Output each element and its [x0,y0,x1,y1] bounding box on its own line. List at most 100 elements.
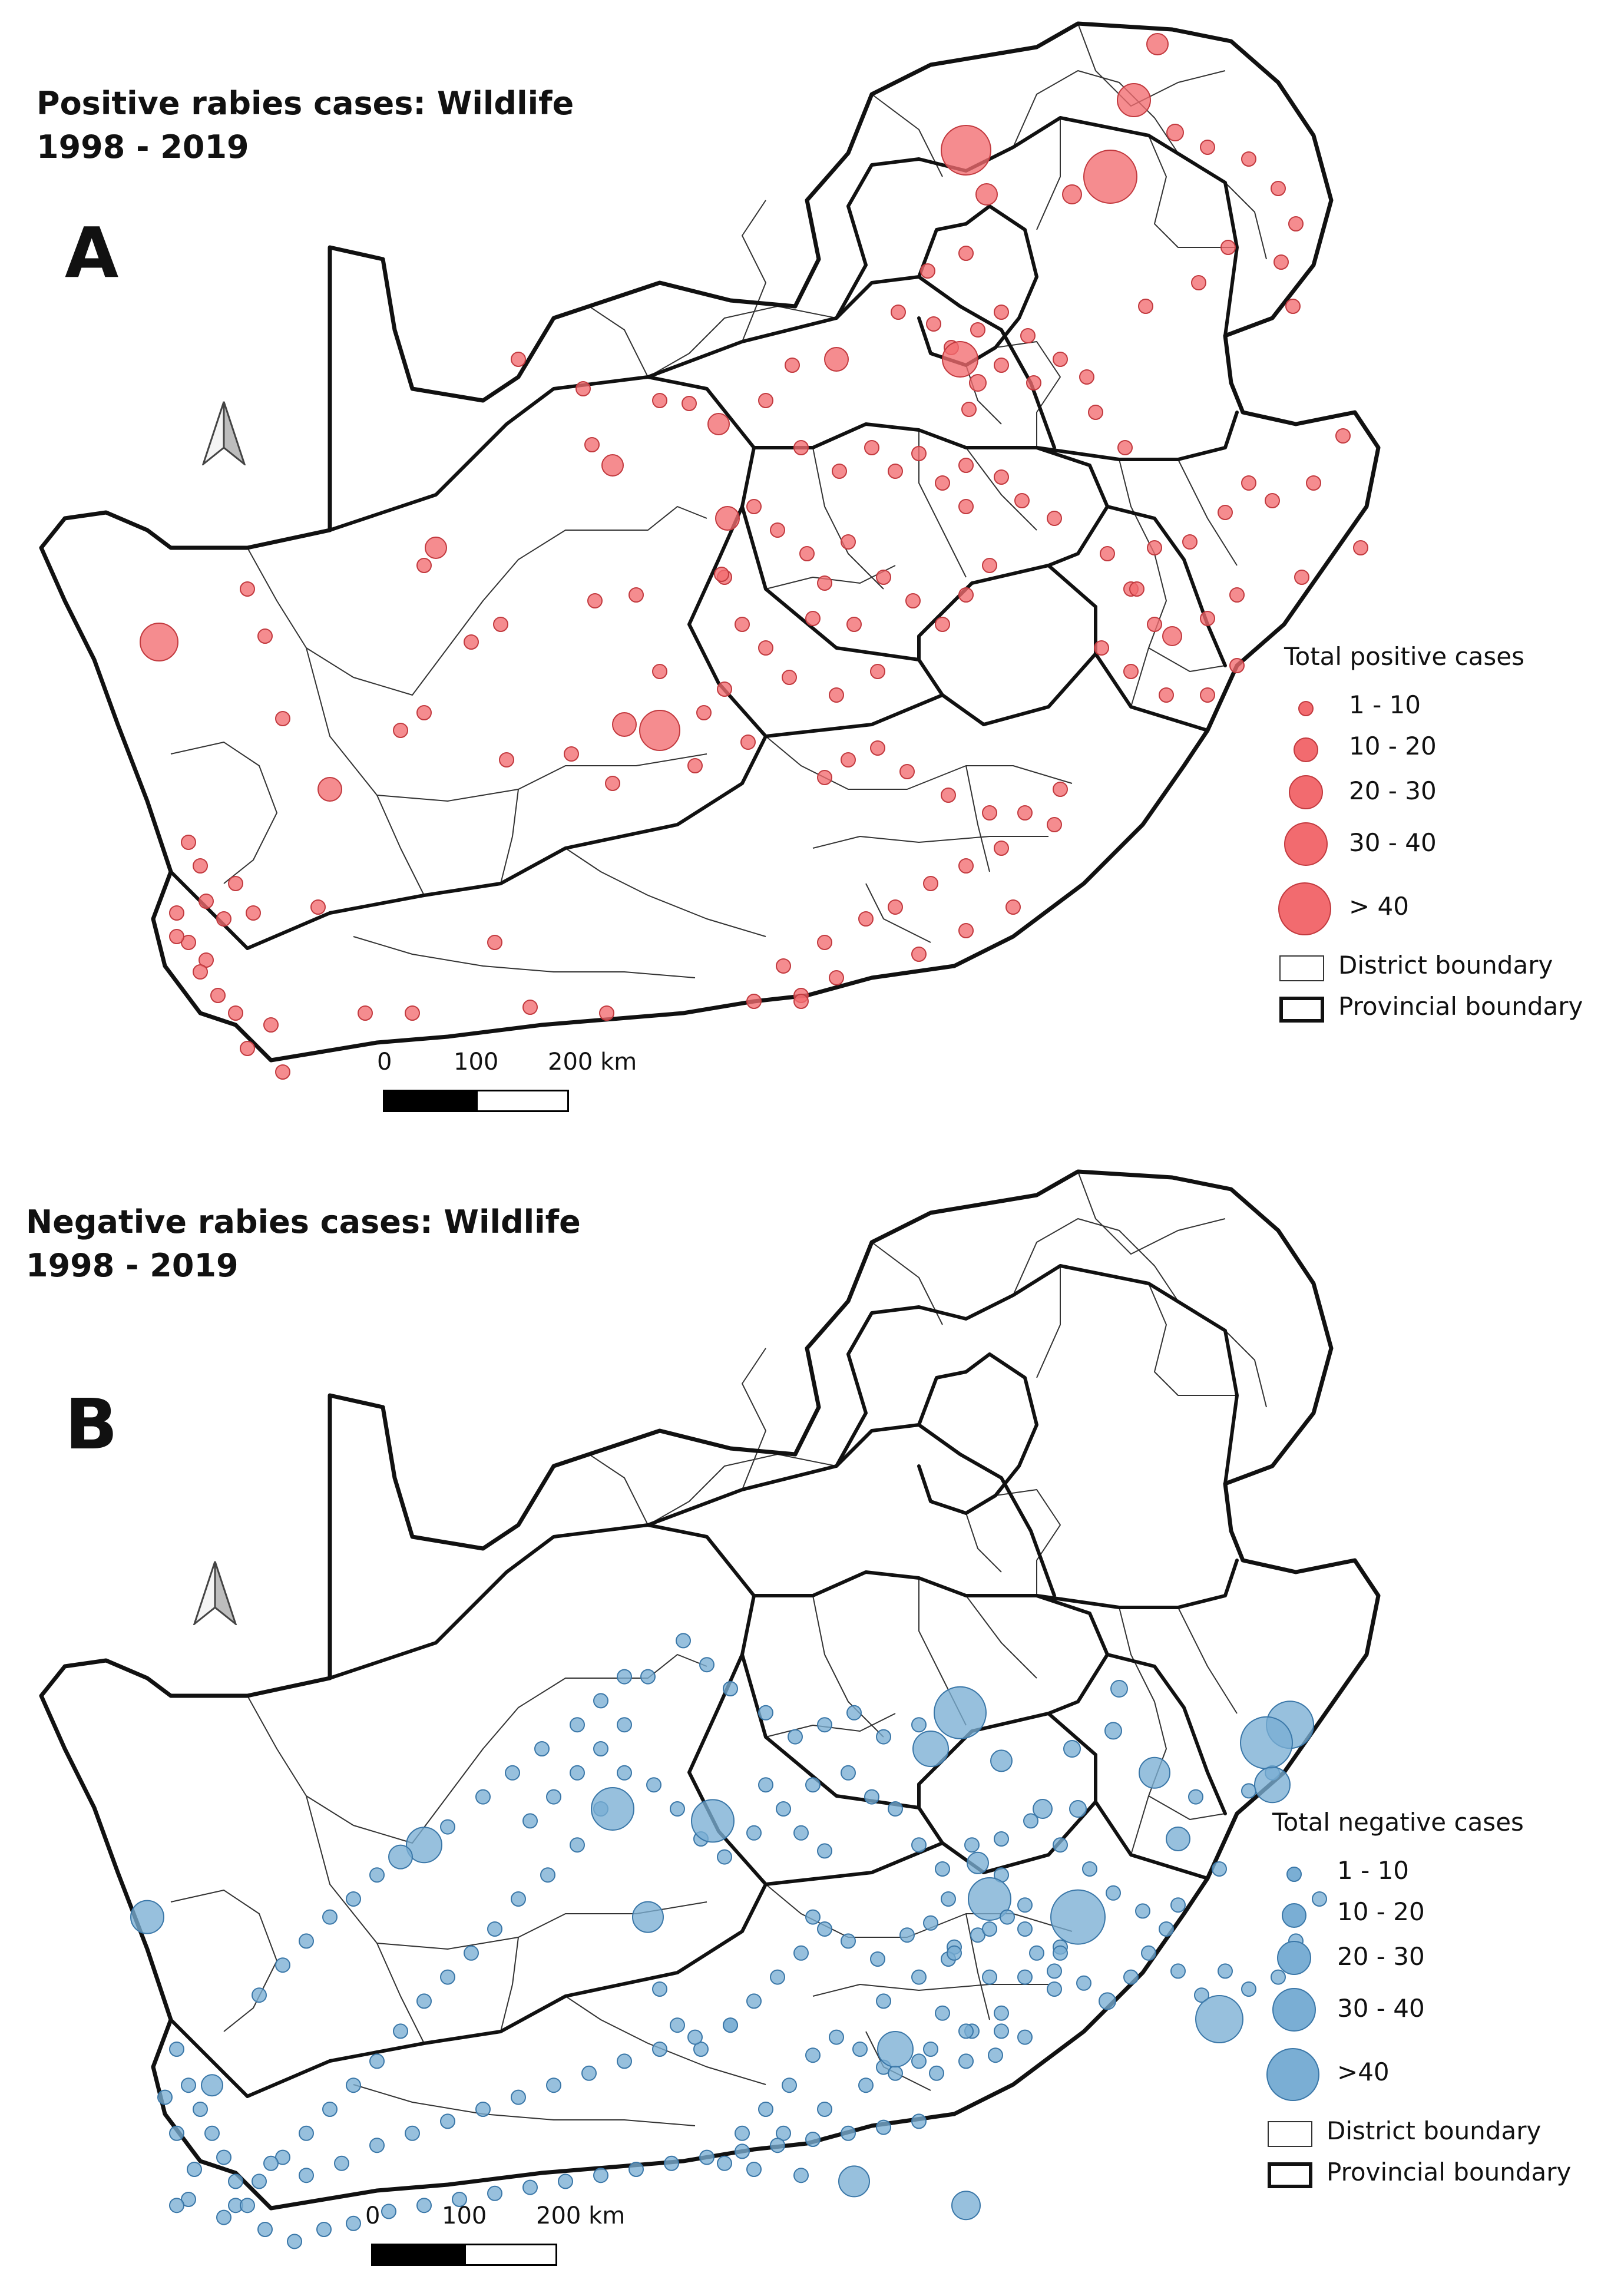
case-point [570,1765,585,1781]
case-point [958,2023,974,2039]
case-point [994,841,1009,856]
legend-provincial-boundary: Provincial boundary [1279,990,1601,1025]
case-point [829,970,844,985]
country-outline [39,1169,1381,2211]
case-point [1273,254,1289,270]
case-point [193,858,208,874]
case-point [1053,1837,1068,1853]
case-point [888,1801,903,1817]
size-symbol [1282,1903,1306,1928]
case-point [723,2017,738,2033]
district-boundary [995,1489,1061,1596]
case-point [746,1825,762,1841]
map-positive [39,21,1381,1080]
case-point [1312,1891,1327,1907]
district-boundary [1148,135,1237,248]
case-point [864,1789,879,1805]
case-point [605,776,620,791]
case-point [629,2162,644,2177]
case-point [994,1831,1009,1847]
panel-negative: Negative rabies cases: Wildlife 1998 - 2… [0,1148,1601,2296]
case-point [369,2138,385,2153]
district-boundary [1177,1607,1238,1714]
case-point [958,858,974,874]
district-boundary [965,447,1037,531]
provincial-boundary [835,1264,1239,1486]
case-point [346,1891,361,1907]
case-point [824,347,849,372]
legend-item: 30 - 40 [1266,822,1596,869]
case-point [475,2102,491,2117]
case-point [275,1064,290,1080]
case-point [275,711,290,726]
case-point [929,2065,944,2081]
case-point [691,1799,735,1843]
case-point [911,947,927,962]
scale-segment-black [371,2244,467,2266]
case-point [1254,1766,1291,1804]
case-point [564,746,579,762]
case-point [1017,2029,1033,2045]
case-point [1195,1995,1243,2043]
legend-provincial-boundary: Provincial boundary [1268,2155,1597,2191]
district-boundary-swatch [1279,955,1324,981]
case-point [888,2065,903,2081]
case-point [1212,1861,1227,1877]
case-point [511,352,526,367]
district-boundary [1119,459,1167,707]
case-point [346,2077,361,2093]
legend-item: 1 - 10 [1255,1855,1585,1902]
panel-letter: B [65,1384,118,1465]
legend-item: 20 - 30 [1255,1938,1585,1986]
legend-label: 30 - 40 [1337,1994,1425,2023]
case-point [381,2204,396,2219]
case-point [1079,369,1094,385]
case-point [493,617,508,632]
case-point [204,2125,220,2141]
size-symbol [1286,1867,1302,1882]
legend-district-boundary: District boundary [1279,948,1601,984]
district-boundary [647,306,837,378]
legend-label: 20 - 30 [1349,776,1437,805]
case-point [1159,1921,1174,1937]
case-point [275,1957,290,1973]
scale-segment-black [383,1090,478,1112]
district-boundary [353,2084,696,2126]
case-point [841,752,856,767]
case-point [682,396,697,411]
case-point [958,587,974,603]
case-point [994,358,1009,373]
case-point [964,1837,980,1853]
case-point [593,2168,608,2183]
case-point [639,710,680,751]
case-point [617,1669,632,1685]
case-point [1335,428,1351,444]
case-point [788,1729,803,1745]
case-point [1200,687,1215,703]
district-boundary [1036,118,1061,230]
case-point [1129,581,1144,597]
case-point [1082,1861,1097,1877]
case-point [169,2125,184,2141]
case-point [793,994,809,1009]
legend-item: 10 - 20 [1255,1896,1585,1943]
legend-item: 30 - 40 [1255,1988,1585,2035]
case-point [829,687,844,703]
size-symbol [1277,1941,1311,1975]
case-point [1076,1975,1091,1991]
case-point [958,246,974,261]
case-point [1166,124,1184,141]
case-point [181,835,196,850]
lesotho-boundary [917,1712,1097,1874]
case-point [475,1789,491,1805]
district-boundary [647,1454,837,1526]
case-point [358,1005,373,1021]
district-boundary [1119,1607,1167,1855]
provincial-boundary [1094,1800,1209,1880]
case-point [735,2143,750,2159]
case-point [923,1915,938,1931]
case-point [958,458,974,473]
case-point [951,2191,981,2221]
district-boundary [500,789,519,884]
case-point [941,1891,956,1907]
